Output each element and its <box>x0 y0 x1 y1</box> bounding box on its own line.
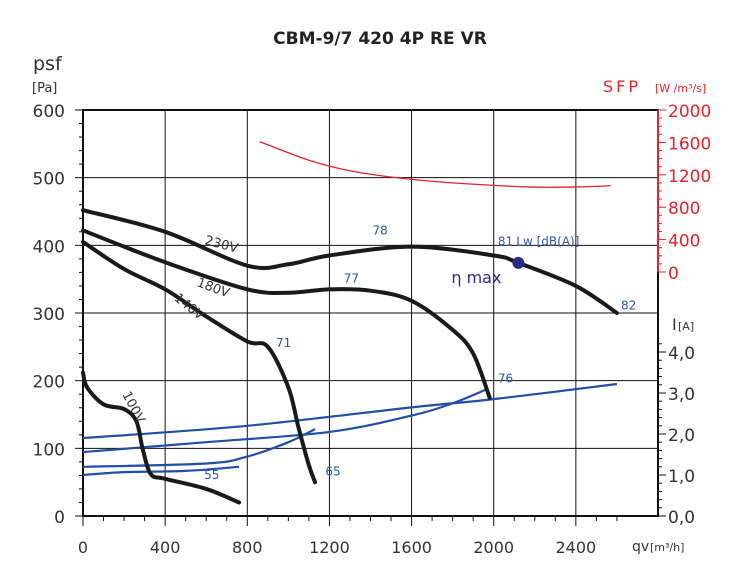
y-tick-label: 200 <box>33 373 65 393</box>
sound-level-label: 77 <box>344 272 359 286</box>
sfp-axis-unit: [W /m³/s] <box>655 82 706 95</box>
x-axis-label: qv <box>632 539 649 555</box>
x-tick-label: 800 <box>232 538 263 557</box>
sfp-line <box>259 140 611 188</box>
sfp-tick-label: 400 <box>668 232 700 252</box>
sound-level-label: 71 <box>276 336 291 350</box>
sfp-tick-label: 1600 <box>668 134 711 154</box>
x-tick-label: 0 <box>78 538 88 557</box>
sfp-tick-label: 1200 <box>668 167 711 187</box>
current-tick-label: 1,0 <box>668 467 695 487</box>
sfp-tick-label: 800 <box>668 199 700 219</box>
sfp-axis-label: SFP <box>603 77 641 96</box>
pressure-curve-140V <box>81 239 318 485</box>
x-axis-unit: [m³/h] <box>650 541 684 554</box>
sound-level-label: 65 <box>325 464 340 478</box>
sound-level-label: 55 <box>204 468 219 482</box>
chart-title: CBM-9/7 420 4P RE VR <box>273 29 487 49</box>
y-axis-label: psf <box>33 53 63 75</box>
x-tick-label: 2400 <box>555 538 596 557</box>
y-tick-label: 300 <box>33 305 65 325</box>
y-tick-label: 100 <box>33 440 65 460</box>
eta-max-point <box>512 256 525 269</box>
eta-max-label: η max <box>451 268 501 287</box>
x-tick-label: 1600 <box>391 538 432 557</box>
current-tick-label: 4,0 <box>668 344 695 364</box>
current-tick-label: 0,0 <box>668 508 695 528</box>
plot-frame <box>82 109 659 517</box>
pressure-curve-180V <box>81 228 492 400</box>
current-tick-label: 2,0 <box>668 426 695 446</box>
current-axis-label: I <box>672 315 677 334</box>
pressure-curve-230V <box>81 208 619 315</box>
voltage-label: 230V <box>203 233 240 256</box>
y-tick-label: 400 <box>33 237 65 257</box>
y-tick-label: 600 <box>33 102 65 122</box>
sound-level-label: 76 <box>498 372 513 386</box>
y-tick-label: 0 <box>54 508 65 528</box>
voltage-label: 140V <box>171 291 207 324</box>
sound-level-label: 82 <box>621 299 636 313</box>
x-tick-label: 400 <box>150 538 181 557</box>
current-line-230V <box>82 382 618 440</box>
sound-level-label: 78 <box>373 224 388 238</box>
y-axis-unit: [Pa] <box>32 81 57 96</box>
current-line-100V <box>82 465 240 477</box>
sound-level-label: Lw [dB(A)] <box>516 234 579 248</box>
x-tick-label: 2000 <box>473 538 514 557</box>
sound-level-label: 81 <box>498 234 513 248</box>
y-tick-label: 500 <box>33 170 65 190</box>
voltage-label: 180V <box>195 276 232 302</box>
x-tick-label: 1200 <box>309 538 350 557</box>
sfp-tick-label: 0 <box>668 264 679 284</box>
sfp-tick-label: 2000 <box>668 102 711 122</box>
pressure-curve-100V <box>81 370 242 505</box>
current-line-180V <box>82 387 488 454</box>
current-axis-unit: [A] <box>678 320 694 333</box>
current-tick-label: 3,0 <box>668 385 695 405</box>
